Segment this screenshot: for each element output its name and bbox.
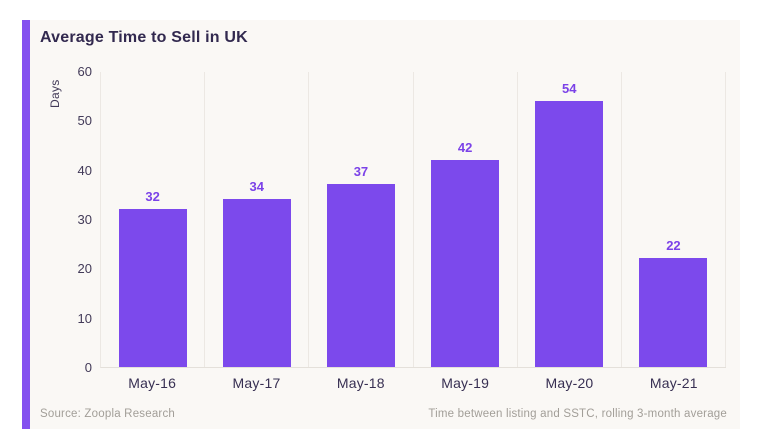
source-note: Source: Zoopla Research xyxy=(40,408,176,420)
plot-area: 32 34 37 42 54 22 xyxy=(100,72,727,368)
bar xyxy=(535,100,604,367)
bar-column: 34 xyxy=(205,72,310,367)
accent-stripe xyxy=(22,20,30,429)
x-axis-label: May-17 xyxy=(232,375,281,391)
y-tick-label: 20 xyxy=(77,261,92,277)
y-axis-title: Days xyxy=(48,79,62,109)
y-tick-label: 0 xyxy=(84,360,92,375)
x-axis-label: May-16 xyxy=(128,375,177,391)
y-tick-label: 40 xyxy=(77,162,92,178)
y-tick-label: 10 xyxy=(77,310,92,326)
y-tick-label: 60 xyxy=(77,64,92,79)
x-axis-label: May-20 xyxy=(545,375,594,391)
x-axis-label: May-21 xyxy=(649,375,698,391)
bar-value-label: 37 xyxy=(353,164,369,180)
chart-card: Average Time to Sell in UK Days 0 10 20 30 4… xyxy=(22,20,740,429)
y-tick-label: 30 xyxy=(77,212,92,227)
methodology-note: Time between listing and SSTC, rolling 3… xyxy=(428,408,727,420)
bar-value-label: 34 xyxy=(249,179,264,195)
bar xyxy=(118,209,187,367)
y-tick-label: 50 xyxy=(77,113,92,129)
bar-value-label: 22 xyxy=(666,238,681,254)
x-axis-labels: May-16 May-17 May-18 May-19 May-20 May-21 xyxy=(100,375,726,391)
bar-value-label: 42 xyxy=(457,139,473,155)
bar-value-label: 54 xyxy=(562,80,577,96)
bar xyxy=(639,258,708,367)
bar-column: 32 xyxy=(101,72,206,367)
y-axis-ticks: 0 10 20 30 40 50 60 xyxy=(62,65,92,375)
bar-column: 22 xyxy=(622,72,727,367)
chart-title: Average Time to Sell in UK xyxy=(40,29,248,46)
bar xyxy=(431,159,500,367)
x-axis-label: May-18 xyxy=(336,375,385,391)
bar-column: 54 xyxy=(518,72,622,367)
bar-value-label: 32 xyxy=(145,189,160,205)
bar xyxy=(222,199,291,367)
bar-column: 42 xyxy=(414,72,518,367)
bar xyxy=(326,184,395,367)
bar-column: 37 xyxy=(309,72,414,367)
x-axis-label: May-19 xyxy=(441,375,490,391)
footer: Source: Zoopla Research Time between lis… xyxy=(40,408,727,420)
